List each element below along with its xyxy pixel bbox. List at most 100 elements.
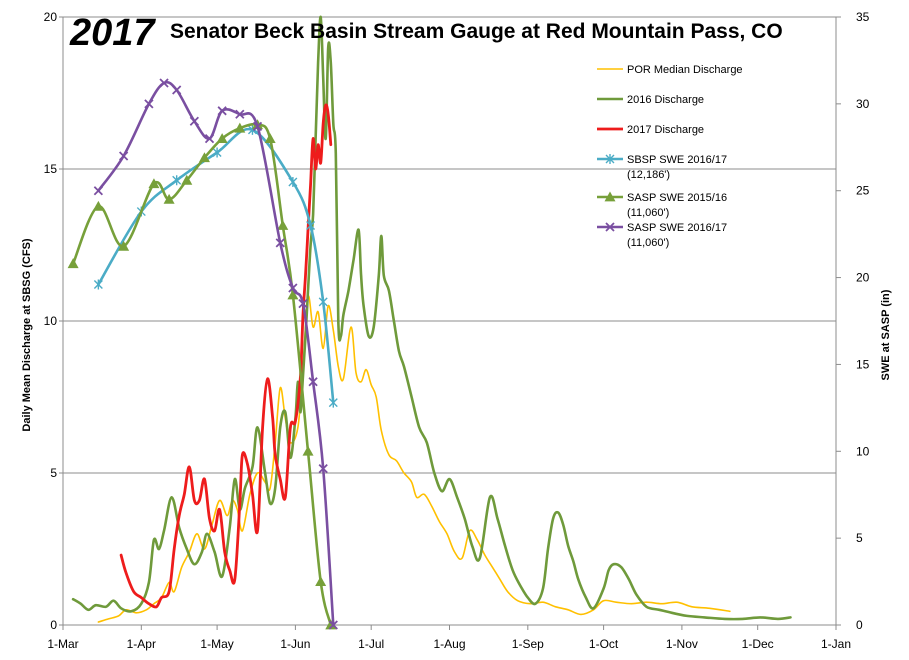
- y-left-tick-label: 5: [50, 466, 57, 480]
- y-right-tick-label: 35: [856, 10, 870, 24]
- y-left-tick-label: 10: [44, 314, 58, 328]
- data-point-marker: [92, 200, 104, 211]
- data-point-marker: [159, 78, 169, 88]
- y-right-tick-label: 20: [856, 271, 870, 285]
- legend-label-line: SBSP SWE 2016/17: [627, 154, 727, 166]
- x-tick-label: 1-Jan: [821, 637, 851, 651]
- chart-title-year: 2017: [69, 12, 156, 54]
- y-left-tick-label: 15: [44, 162, 58, 176]
- data-point-marker: [288, 177, 298, 188]
- legend-label: 2016 Discharge: [627, 94, 704, 106]
- data-point-marker: [216, 133, 228, 143]
- y-right-tick-label: 5: [856, 531, 863, 545]
- legend-label: POR Median Discharge: [627, 64, 743, 76]
- data-point-marker: [325, 619, 337, 630]
- x-tick-label: 1-Jul: [358, 637, 384, 651]
- x-tick-label: 1-Sep: [512, 637, 544, 651]
- data-point-marker: [318, 296, 328, 307]
- data-point-marker: [315, 576, 327, 586]
- legend-label-line: SASP SWE 2015/16: [627, 192, 727, 204]
- legend-label: SASP SWE 2016/17 (11,060'): [627, 222, 727, 249]
- data-point-marker: [204, 133, 215, 144]
- data-point-marker: [605, 222, 615, 232]
- data-point-marker: [118, 240, 130, 251]
- x-tick-label: 1-Nov: [666, 637, 698, 651]
- y-right-tick-label: 25: [856, 184, 870, 198]
- data-point-marker: [93, 279, 103, 290]
- data-point-marker: [302, 445, 314, 456]
- data-point-marker: [318, 464, 328, 474]
- data-point-marker: [306, 220, 316, 231]
- legend-item: POR Median Discharge: [597, 64, 743, 76]
- data-point-marker: [277, 219, 289, 230]
- data-point-marker: [172, 85, 182, 95]
- data-point-marker: [275, 238, 285, 248]
- y-axis-right-title: SWE at SASP (in): [880, 289, 892, 380]
- legend-item: SASP SWE 2015/16 (11,060'): [597, 191, 727, 219]
- data-point-marker: [287, 289, 299, 300]
- legend-item: SBSP SWE 2016/17 (12,186'): [597, 154, 727, 181]
- data-point-marker: [198, 152, 210, 163]
- legend-label: SASP SWE 2015/16 (11,060'): [627, 192, 727, 219]
- data-point-marker: [234, 122, 246, 133]
- y-left-tick-label: 20: [44, 10, 58, 24]
- series-sbsp-swe-2016-17-12-186: [93, 124, 338, 408]
- legend-label-line: (11,060'): [627, 237, 669, 249]
- x-tick-label: 1-Apr: [127, 637, 156, 651]
- data-point-marker: [288, 283, 298, 293]
- series-layer: [67, 15, 792, 630]
- data-point-marker: [328, 620, 338, 630]
- legend-label-line: (12,186'): [627, 169, 670, 181]
- series-sasp-swe-2016-17-11-060: [93, 78, 338, 630]
- data-point-marker: [328, 397, 338, 408]
- legend-item: 2017 Discharge: [597, 124, 704, 136]
- data-point-marker: [172, 175, 182, 186]
- legend-label: SBSP SWE 2016/17 (12,186'): [627, 154, 727, 181]
- legend-item: SASP SWE 2016/17 (11,060'): [597, 222, 727, 249]
- y-right-tick-label: 10: [856, 444, 870, 458]
- data-point-marker: [212, 147, 222, 158]
- data-point-marker: [144, 99, 154, 109]
- x-tick-label: 1-Mar: [47, 637, 78, 651]
- x-tick-label: 1-Oct: [589, 637, 619, 651]
- y-right-tick-label: 15: [856, 357, 870, 371]
- y-right-tick-label: 30: [856, 97, 870, 111]
- series-line-2017-discharge: [119, 103, 333, 609]
- data-point-marker: [298, 298, 308, 309]
- series-line-2016-discharge: [71, 15, 792, 621]
- series-2017-discharge: [119, 103, 333, 609]
- tick-labels: 0 5 10 15 20 0 5 10 15 20 25 30 35 1-Mar 1-Apr 1-May 1-J…: [44, 10, 870, 651]
- data-point-marker: [93, 186, 104, 196]
- series-sasp-swe-2015-16-11-060: [67, 119, 337, 630]
- legend: POR Median Discharge 2016 Discharge 2017 D…: [597, 64, 743, 249]
- y-axis-left-title: Daily Mean Discharge at SBSG (CFS): [21, 238, 33, 431]
- data-point-marker: [118, 151, 129, 161]
- data-point-marker: [189, 116, 199, 126]
- data-point-marker: [148, 178, 160, 189]
- chart-title: Senator Beck Basin Stream Gauge at Red M…: [170, 20, 783, 43]
- data-point-marker: [605, 154, 615, 164]
- data-point-marker: [604, 191, 616, 202]
- legend-item: 2016 Discharge: [597, 94, 704, 106]
- axes: [59, 16, 841, 630]
- x-tick-label: 1-Jun: [280, 637, 310, 651]
- data-point-marker: [181, 174, 193, 185]
- legend-label-line: SASP SWE 2016/17: [627, 222, 727, 234]
- data-point-marker: [163, 193, 175, 204]
- y-right-tick-label: 0: [856, 618, 863, 632]
- x-tick-label: 1-Aug: [433, 637, 465, 651]
- legend-label-line: (11,060'): [627, 207, 669, 219]
- y-left-tick-label: 0: [50, 618, 57, 632]
- x-tick-label: 1-Dec: [742, 637, 774, 651]
- data-point-marker: [235, 109, 245, 119]
- data-point-marker: [308, 377, 318, 387]
- data-point-marker: [264, 133, 276, 143]
- legend-label: 2017 Discharge: [627, 124, 704, 136]
- series-2016-discharge: [71, 15, 792, 621]
- x-tick-label: 1-May: [200, 637, 233, 651]
- data-point-marker: [217, 106, 227, 116]
- data-point-marker: [67, 258, 79, 269]
